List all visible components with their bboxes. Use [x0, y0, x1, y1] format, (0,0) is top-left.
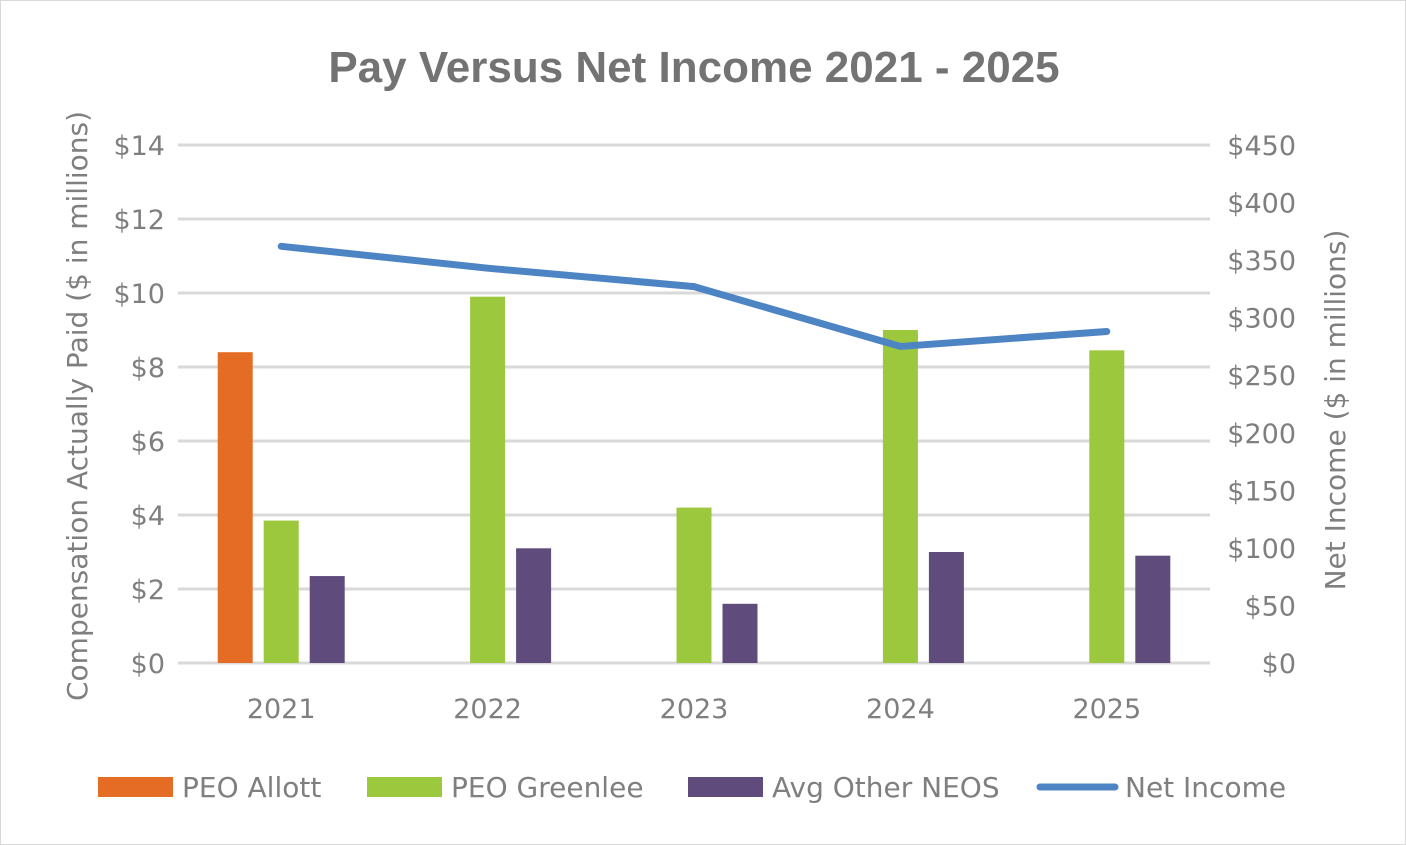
- bar-peo-greenlee-2022: [470, 296, 506, 663]
- legend-swatch-avg-other-neos: [688, 777, 763, 797]
- y2-tick-label: $50: [1244, 591, 1296, 622]
- legend-label-net-income: Net Income: [1125, 771, 1286, 804]
- net-income-line: [277, 242, 1111, 350]
- right-axis-title: Net Income ($ in millions): [1319, 230, 1352, 591]
- y2-tick-label: $300: [1227, 304, 1296, 335]
- x-tick-label: 2024: [866, 694, 935, 725]
- bar-peo-greenlee-2023: [676, 507, 712, 663]
- net-income-line-group: [277, 242, 1111, 350]
- legend-label-avg-other-neos: Avg Other NEOS: [772, 771, 1000, 804]
- y2-tick-label: $450: [1227, 131, 1296, 162]
- y-tick-label: $8: [131, 353, 165, 384]
- y2-tick-label: $100: [1227, 534, 1296, 565]
- bar-avg-other-neos-2024: [928, 552, 964, 663]
- y2-tick-label: $350: [1227, 246, 1296, 277]
- gridlines: [178, 143, 1210, 665]
- bar-avg-other-neos-2025: [1135, 555, 1171, 663]
- y-tick-label: $12: [113, 205, 165, 236]
- bar-avg-other-neos-2022: [516, 548, 552, 663]
- left-axis-ticks: $0 $2 $4 $6 $8 $10 $12 $14: [113, 131, 165, 680]
- legend-swatch-peo-greenlee: [367, 777, 442, 797]
- y-tick-label: $6: [131, 427, 165, 458]
- y-tick-label: $10: [113, 279, 165, 310]
- y2-tick-label: $150: [1227, 476, 1296, 507]
- y2-tick-label: $0: [1262, 649, 1296, 680]
- bar-peo-greenlee-2021: [263, 520, 299, 663]
- bar-avg-other-neos-2023: [722, 603, 758, 663]
- legend: PEO Allott PEO Greenlee Avg Other NEOS Net …: [98, 771, 1286, 804]
- y-tick-label: $4: [131, 501, 165, 532]
- x-tick-label: 2025: [1072, 694, 1141, 725]
- legend-swatch-peo-allott: [98, 777, 173, 797]
- left-axis-title: Compensation Actually Paid ($ in million…: [61, 111, 94, 701]
- y2-tick-label: $250: [1227, 361, 1296, 392]
- bar-peo-greenlee-2025: [1089, 350, 1125, 663]
- bars: [217, 296, 1171, 663]
- x-tick-label: 2023: [660, 694, 729, 725]
- right-axis-ticks: $0 $50 $100 $150 $200 $250 $300 $350 $400 $450: [1227, 131, 1296, 680]
- y2-tick-label: $400: [1227, 189, 1296, 220]
- bar-peo-greenlee-2024: [882, 330, 918, 663]
- chart-title: Pay Versus Net Income 2021 - 2025: [328, 43, 1059, 92]
- y-tick-label: $2: [131, 575, 165, 606]
- y2-tick-label: $200: [1227, 419, 1296, 450]
- legend-label-peo-allott: PEO Allott: [182, 771, 321, 804]
- x-tick-label: 2022: [453, 694, 522, 725]
- y-tick-label: $14: [113, 131, 165, 162]
- bar-peo-allott-2021: [217, 352, 253, 663]
- legend-label-peo-greenlee: PEO Greenlee: [451, 771, 644, 804]
- bar-avg-other-neos-2021: [309, 576, 345, 663]
- x-tick-label: 2021: [247, 694, 316, 725]
- x-axis-ticks: 2021 2022 2023 2024 2025: [247, 694, 1141, 725]
- y-tick-label: $0: [131, 649, 165, 680]
